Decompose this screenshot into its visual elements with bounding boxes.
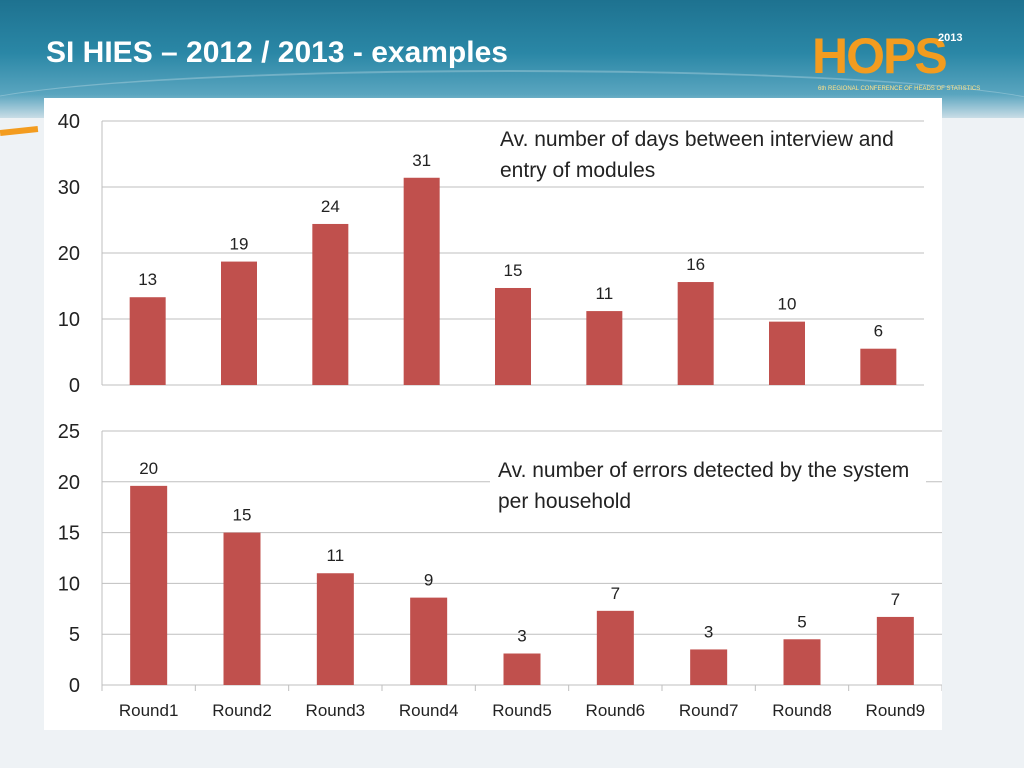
chart-2-bar-round4 — [410, 597, 448, 685]
chart-1-data-label: 15 — [504, 261, 523, 280]
chart-2-data-label: 5 — [797, 612, 806, 631]
chart-1-data-label: 10 — [778, 295, 797, 314]
chart-2-data-label: 7 — [611, 584, 620, 603]
chart-2-data-label: 3 — [517, 627, 526, 646]
chart-1-data-label: 11 — [596, 284, 614, 303]
chart-2-bar-round3 — [316, 573, 354, 685]
chart-2-data-label: 3 — [704, 622, 713, 641]
chart-1-y-tick-label: 20 — [58, 243, 80, 265]
logo-text: HOPS — [812, 28, 948, 84]
chart-1-data-label: 16 — [686, 255, 705, 274]
chart-2-y-tick-label: 0 — [69, 675, 80, 697]
chart-2-bar-round1 — [130, 485, 168, 685]
chart-2-bar-round5 — [503, 653, 541, 685]
chart-2-x-tick-label: Round3 — [306, 701, 366, 720]
chart-1-bar-round9 — [860, 348, 897, 385]
chart-2-bar-round2 — [223, 532, 261, 685]
chart-2-bar-round6 — [596, 610, 634, 685]
chart-1-bar-round6 — [586, 311, 623, 385]
charts-svg: 01020304013192431151116106051015202520Ro… — [58, 111, 942, 720]
chart-1-y-tick-label: 10 — [58, 309, 80, 331]
chart-2-y-tick-label: 15 — [58, 523, 80, 545]
chart-1-data-label: 6 — [874, 322, 883, 341]
chart-2-y-tick-label: 5 — [69, 624, 80, 646]
chart-1-y-tick-label: 30 — [58, 177, 80, 199]
chart-2-x-tick-label: Round1 — [119, 701, 179, 720]
chart-1-data-label: 13 — [138, 270, 157, 289]
chart-1-bar-round2 — [221, 261, 257, 385]
logo-subtitle: 6th REGIONAL CONFERENCE OF HEADS OF STAT… — [818, 86, 981, 92]
chart-1-data-label: 19 — [230, 235, 249, 254]
chart-2-x-tick-label: Round2 — [212, 701, 272, 720]
chart-1-bar-round1 — [129, 297, 166, 385]
slide-title: SI HIES – 2012 / 2013 - examples — [46, 36, 508, 69]
chart-2-bar-round7 — [690, 649, 728, 685]
chart-1-data-label: 24 — [321, 197, 340, 216]
chart-1-y-tick-label: 0 — [69, 375, 80, 397]
chart-2-x-tick-label: Round4 — [399, 701, 459, 720]
chart-1-annotation: Av. number of days between interview and… — [492, 124, 918, 186]
chart-1-y-tick-label: 40 — [58, 111, 80, 133]
header-wave-decoration — [0, 70, 1024, 118]
chart-2-x-tick-label: Round9 — [866, 701, 926, 720]
chart-2-x-tick-label: Round7 — [679, 701, 739, 720]
chart-1-bar-round4 — [403, 177, 440, 385]
chart-2-y-tick-label: 25 — [58, 421, 80, 443]
chart-1-bar-round8 — [769, 321, 805, 385]
chart-1-bar-round5 — [495, 287, 531, 385]
chart-panel: 0 10 20 30 40 13 19 24 31 15 11 16 10 6 0 5 10 15 20 25 20 Ro… — [44, 98, 942, 730]
chart-2-data-label: 7 — [891, 590, 900, 609]
chart-2-data-label: 15 — [233, 506, 252, 525]
chart-1-bar-round7 — [677, 282, 714, 385]
orange-accent-stripe — [0, 126, 39, 136]
chart-2-bar-round8 — [783, 639, 821, 685]
hops-logo: HOPS 2013 6th REGIONAL CONFERENCE OF HEA… — [812, 28, 980, 98]
chart-2-x-tick-label: Round6 — [586, 701, 646, 720]
chart-2-x-tick-label: Round5 — [492, 701, 552, 720]
chart-2-x-tick-label: Round8 — [772, 701, 832, 720]
chart-2-data-label: 9 — [424, 571, 433, 590]
chart-2-data-label: 20 — [139, 459, 158, 478]
chart-2-bar-round9 — [876, 616, 914, 685]
chart-2-data-label: 11 — [327, 546, 345, 565]
chart-2-annotation: Av. number of errors detected by the sys… — [490, 455, 926, 517]
logo-year: 2013 — [938, 32, 963, 44]
chart-2-y-tick-label: 10 — [58, 573, 80, 595]
chart-2-y-tick-label: 20 — [58, 472, 80, 494]
chart-1-data-label: 31 — [412, 151, 431, 170]
chart-1-bar-round3 — [312, 223, 349, 385]
